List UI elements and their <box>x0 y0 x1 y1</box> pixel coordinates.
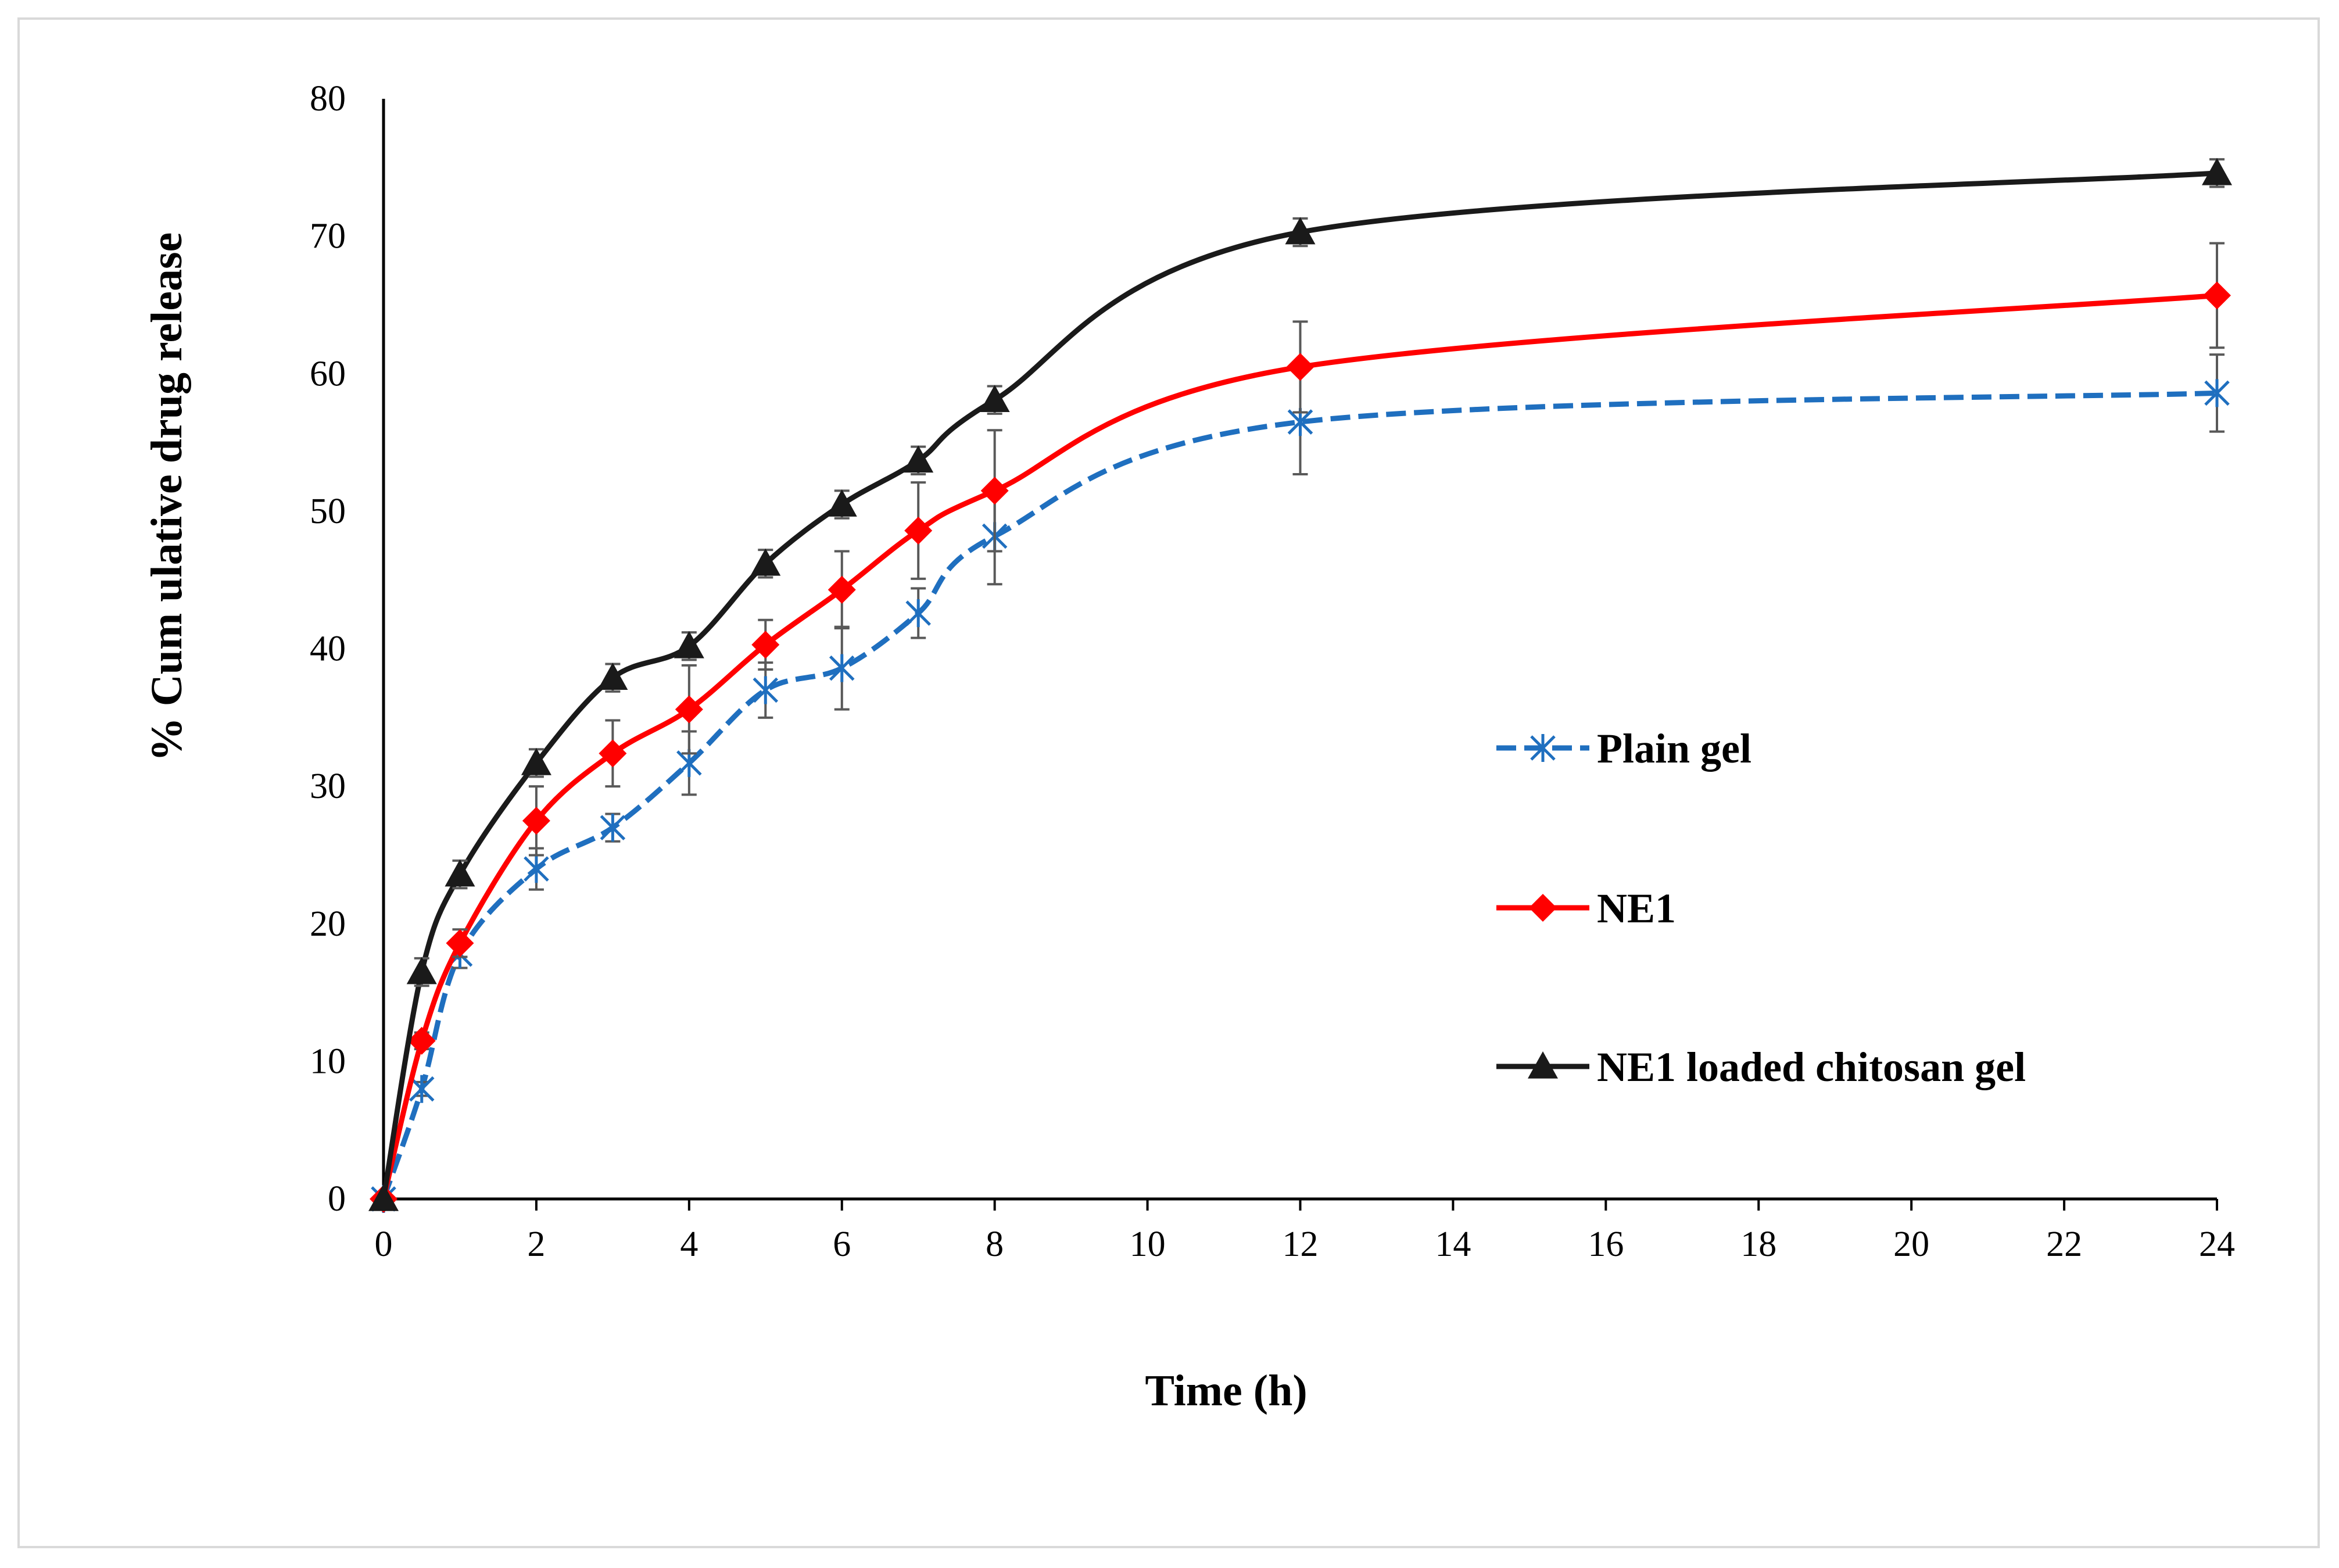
data-point <box>750 548 781 576</box>
data-point <box>674 631 704 658</box>
data-point <box>446 929 474 957</box>
y-tick-label: 0 <box>328 1179 346 1219</box>
data-point <box>599 739 627 768</box>
y-axis-title: % Cum ulative drug release <box>142 232 191 762</box>
legend-item-1: Plain gel <box>1496 725 1751 772</box>
x-tick-label: 22 <box>2046 1225 2082 1264</box>
x-tick-label: 8 <box>986 1225 1004 1264</box>
data-point <box>828 575 856 604</box>
x-axis-title: Time (h) <box>1145 1366 1307 1415</box>
data-point <box>521 747 551 775</box>
x-tick-label: 4 <box>680 1225 698 1264</box>
legend-marker <box>1530 734 1556 762</box>
data-point <box>445 859 475 887</box>
x-tick-label: 6 <box>833 1225 851 1264</box>
series-3 <box>368 157 2232 1211</box>
data-point <box>751 631 780 659</box>
legend-item-3: NE1 loaded chitosan gel <box>1496 1044 2026 1090</box>
x-tick-label: 0 <box>375 1225 393 1264</box>
data-point <box>1285 217 1316 245</box>
data-point <box>753 676 779 704</box>
series-layer <box>368 157 2232 1213</box>
data-point <box>1286 353 1314 381</box>
data-point <box>904 517 933 545</box>
legend: Plain gel NE1 NE1 loaded chitosan gel <box>1496 725 2026 1090</box>
x-tick-label: 16 <box>1588 1225 1624 1264</box>
y-tick-label: 60 <box>310 354 346 393</box>
legend-label: Plain gel <box>1597 725 1751 772</box>
y-tick-label: 40 <box>310 629 346 669</box>
legend-marker <box>1528 1051 1558 1079</box>
data-point <box>905 599 931 627</box>
data-point <box>903 445 934 473</box>
x-tick-label: 24 <box>2199 1225 2235 1264</box>
data-point <box>597 663 628 690</box>
data-point <box>407 1026 436 1055</box>
y-tick-label: 20 <box>310 904 346 944</box>
data-point <box>524 855 549 883</box>
x-tick-label: 2 <box>527 1225 545 1264</box>
legend-label: NE1 <box>1597 885 1676 932</box>
y-tick-label: 50 <box>310 492 346 531</box>
data-point <box>368 1184 399 1211</box>
data-point <box>826 489 857 517</box>
y-tick-label: 30 <box>310 767 346 806</box>
x-tick-label: 20 <box>1893 1225 1929 1264</box>
x-tick-label: 18 <box>1740 1225 1776 1264</box>
data-point <box>2203 281 2231 310</box>
y-tick-label: 80 <box>310 79 346 119</box>
y-tick-label: 10 <box>310 1041 346 1081</box>
x-tick-label: 12 <box>1283 1225 1319 1264</box>
data-point <box>409 1075 435 1103</box>
x-tick-label: 14 <box>1435 1225 1471 1264</box>
data-point <box>406 957 437 985</box>
data-point <box>2202 157 2232 185</box>
data-point <box>980 477 1009 505</box>
data-point <box>522 807 550 835</box>
legend-item-2: NE1 <box>1496 885 1676 932</box>
series-2 <box>370 242 2231 1213</box>
data-point <box>2204 379 2230 407</box>
legend-label: NE1 loaded chitosan gel <box>1597 1044 2026 1090</box>
data-point <box>600 814 626 842</box>
data-point <box>675 695 703 724</box>
x-tick-label: 10 <box>1130 1225 1166 1264</box>
data-point <box>979 385 1010 413</box>
legend-marker <box>1529 894 1557 922</box>
data-point <box>829 654 855 682</box>
y-tick-label: 70 <box>310 217 346 256</box>
